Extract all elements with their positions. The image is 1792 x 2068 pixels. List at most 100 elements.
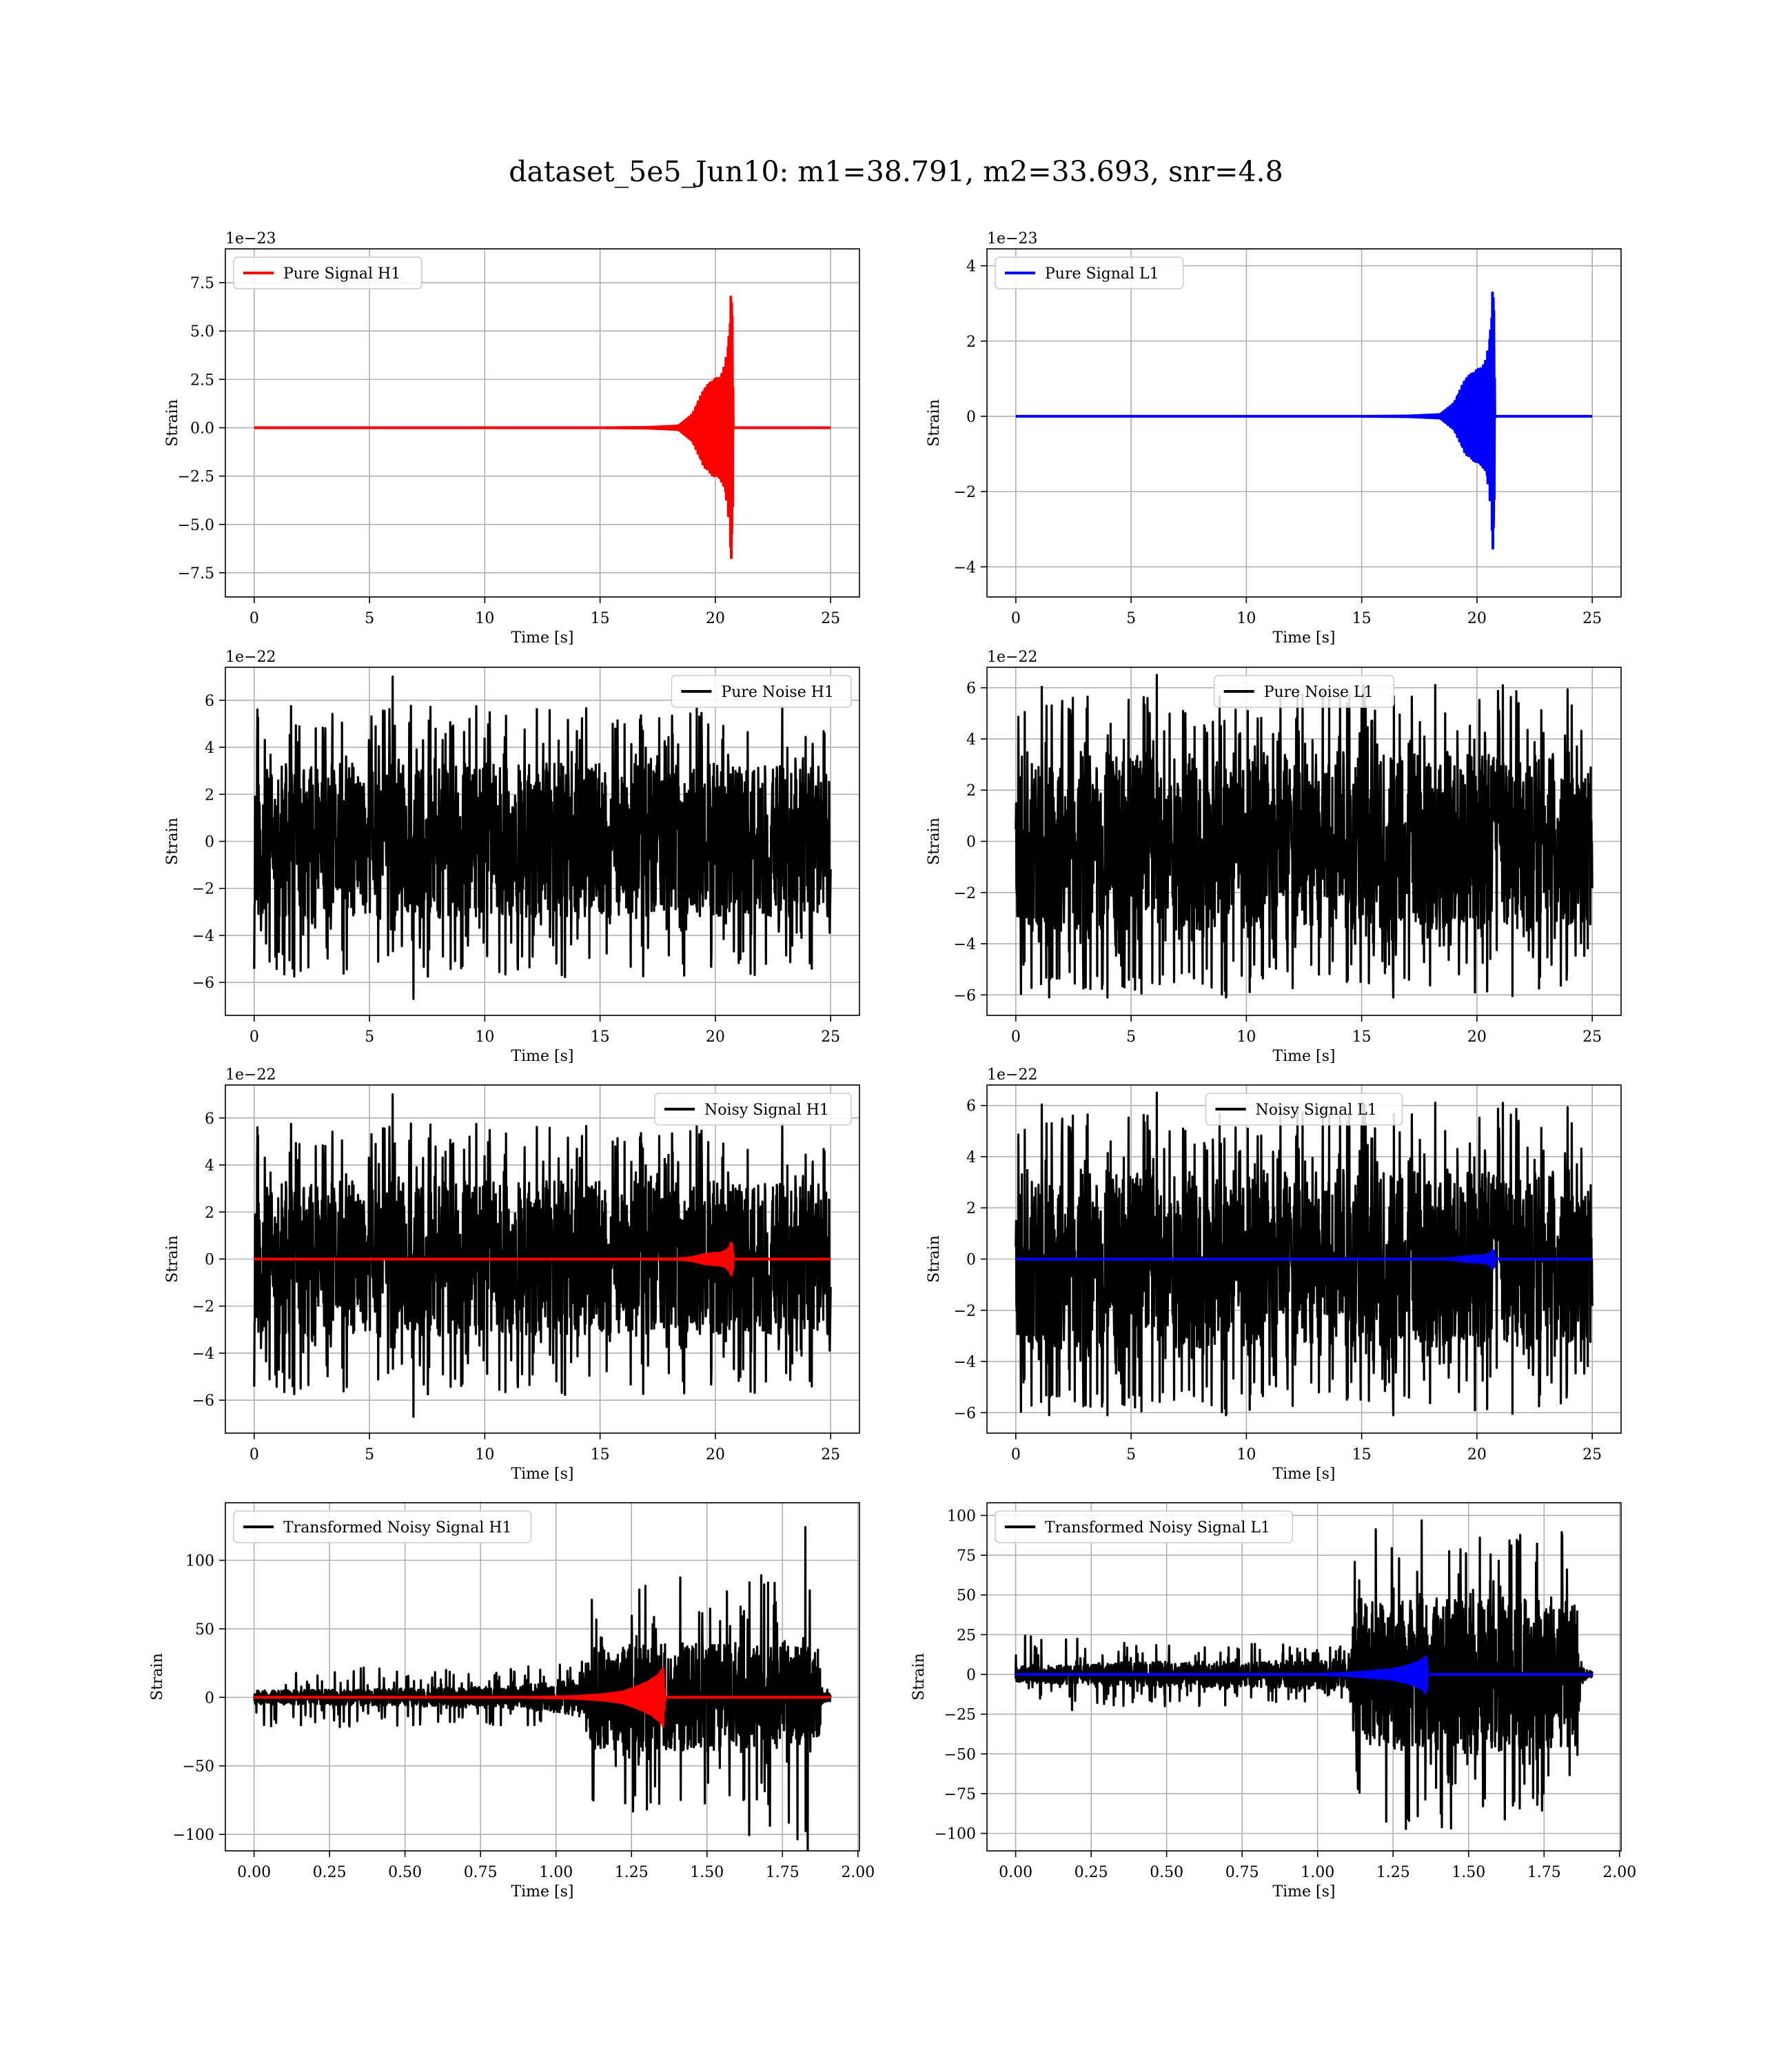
- offset-text: 1e−22: [225, 1066, 276, 1084]
- y-tick-label: −5.0: [178, 517, 214, 534]
- x-tick-label: 25: [1582, 610, 1602, 627]
- y-axis-label: Strain: [926, 1235, 943, 1283]
- x-tick-label: 0: [1011, 1028, 1021, 1046]
- y-tick-label: 100: [947, 1508, 976, 1525]
- x-tick-label: 1.75: [1527, 1864, 1561, 1881]
- plot-area: [253, 295, 832, 559]
- x-axis-label: Time [s]: [1272, 1048, 1335, 1065]
- chart-panel-bottom-right: 0.00 0.25 0.50 0.75 1.00 1.25 1.50 1.75 2.00 −100…: [910, 1502, 1636, 1900]
- legend-label: Transformed Noisy Signal H1: [283, 1519, 512, 1537]
- y-tick-label: −50: [944, 1746, 976, 1763]
- y-tick-label: 4: [205, 740, 214, 757]
- y-tick-label: −25: [944, 1707, 976, 1724]
- x-tick-label: 15: [1352, 1028, 1372, 1046]
- x-tick-label: 0: [250, 1028, 259, 1046]
- y-tick-label: 6: [205, 1111, 214, 1128]
- y-tick-label: 100: [185, 1553, 214, 1570]
- y-tick-label: 25: [957, 1627, 976, 1644]
- offset-text: 1e−22: [225, 649, 276, 666]
- legend: Noisy Signal H1: [654, 1093, 852, 1126]
- series-line-1: [253, 1525, 832, 1851]
- x-tick-label: 0.25: [313, 1864, 347, 1881]
- x-tick-label: 5: [365, 610, 374, 627]
- x-tick-label: 15: [1352, 610, 1372, 627]
- y-tick-label: 4: [966, 1149, 976, 1166]
- series-line-1: [253, 295, 832, 559]
- y-tick-label: −4: [192, 1346, 214, 1363]
- x-tick-label: 10: [1236, 1028, 1256, 1046]
- legend-label: Pure Noise L1: [1264, 684, 1374, 701]
- y-tick-label: 0: [205, 834, 214, 851]
- legend-label: Pure Signal H1: [283, 265, 400, 283]
- legend-box: [1213, 675, 1395, 708]
- x-tick-label: 1.25: [1376, 1864, 1410, 1881]
- axes-frame: [225, 1502, 860, 1852]
- axes-frame: [225, 248, 860, 598]
- x-tick-label: 5: [1126, 1446, 1136, 1463]
- offset-text: 1e−23: [987, 230, 1037, 247]
- x-axis-label: Time [s]: [511, 1466, 573, 1483]
- y-axis-label: Strain: [164, 1235, 181, 1283]
- x-tick-label: 0.50: [1150, 1864, 1183, 1881]
- x-tick-label: 0.25: [1075, 1864, 1108, 1881]
- y-tick-label: 4: [966, 258, 976, 276]
- y-axis-label: Strain: [164, 818, 181, 865]
- x-axis-label: Time [s]: [1272, 1883, 1335, 1900]
- axes-frame: [986, 248, 1622, 598]
- plot-area: [1014, 1519, 1594, 1830]
- legend-label: Noisy Signal L1: [1256, 1102, 1377, 1119]
- x-tick-label: 20: [1467, 1446, 1487, 1463]
- x-tick-label: 15: [591, 1028, 610, 1046]
- y-tick-label: −100: [173, 1827, 214, 1844]
- y-tick-label: −6: [954, 987, 976, 1004]
- y-tick-label: 50: [957, 1588, 976, 1605]
- legend-label: Pure Noise H1: [721, 684, 834, 701]
- x-tick-label: 10: [1236, 1446, 1256, 1463]
- y-tick-label: −75: [944, 1786, 976, 1803]
- plot-area: [252, 1525, 833, 1851]
- x-tick-label: 25: [821, 1446, 840, 1463]
- y-axis-label: Strain: [910, 1653, 928, 1701]
- y-axis-label: Strain: [926, 399, 943, 447]
- x-tick-label: 0.50: [388, 1864, 422, 1881]
- series-line-2: [253, 1241, 832, 1277]
- series-line-2: [1014, 1656, 1594, 1694]
- legend-label: Transformed Noisy Signal L1: [1045, 1519, 1270, 1537]
- x-tick-label: 25: [821, 1028, 840, 1046]
- x-tick-label: 1.00: [539, 1864, 573, 1881]
- y-tick-label: −6: [954, 1405, 976, 1422]
- chart-panel-third-left: 0 5 10 15 20 25 −6 −4 −2 0 2 4 6 1e−22 Time [s] Strain N…: [164, 1066, 860, 1483]
- figure-title: dataset_5e5_Jun10: m1=38.791, m2=33.693,…: [509, 155, 1283, 188]
- legend-box: [995, 1510, 1294, 1543]
- y-tick-label: 6: [966, 1098, 976, 1115]
- x-tick-label: 0: [1011, 1446, 1021, 1463]
- y-tick-label: 0: [966, 1252, 976, 1269]
- x-axis-label: Time [s]: [1272, 1466, 1335, 1483]
- series-line-1: [1015, 1091, 1594, 1417]
- legend-label: Pure Signal L1: [1045, 265, 1159, 283]
- y-tick-label: −4: [192, 928, 214, 945]
- legend: Pure Signal H1: [233, 256, 422, 290]
- y-tick-label: 4: [966, 731, 976, 749]
- x-tick-label: 5: [365, 1028, 374, 1046]
- legend: Noisy Signal L1: [1205, 1093, 1403, 1126]
- y-tick-label: 0.0: [190, 420, 214, 438]
- y-tick-label: −2.5: [178, 469, 214, 486]
- x-tick-label: 25: [1582, 1446, 1602, 1463]
- series-line-1: [253, 676, 832, 1000]
- y-tick-label: 50: [195, 1621, 214, 1639]
- legend-box: [1205, 1093, 1403, 1126]
- x-tick-label: 0: [250, 1446, 259, 1463]
- x-tick-label: 20: [1467, 610, 1487, 627]
- legend-box: [654, 1093, 852, 1126]
- axes-frame: [986, 1502, 1622, 1852]
- x-tick-label: 20: [706, 1028, 725, 1046]
- legend: Pure Signal L1: [995, 256, 1184, 290]
- plot-area: [253, 676, 832, 1000]
- x-tick-label: 20: [1467, 1028, 1487, 1046]
- y-tick-label: −50: [183, 1758, 214, 1776]
- offset-text: 1e−22: [987, 649, 1037, 666]
- x-tick-label: 1.75: [766, 1864, 800, 1881]
- legend: Transformed Noisy Signal H1: [233, 1510, 532, 1543]
